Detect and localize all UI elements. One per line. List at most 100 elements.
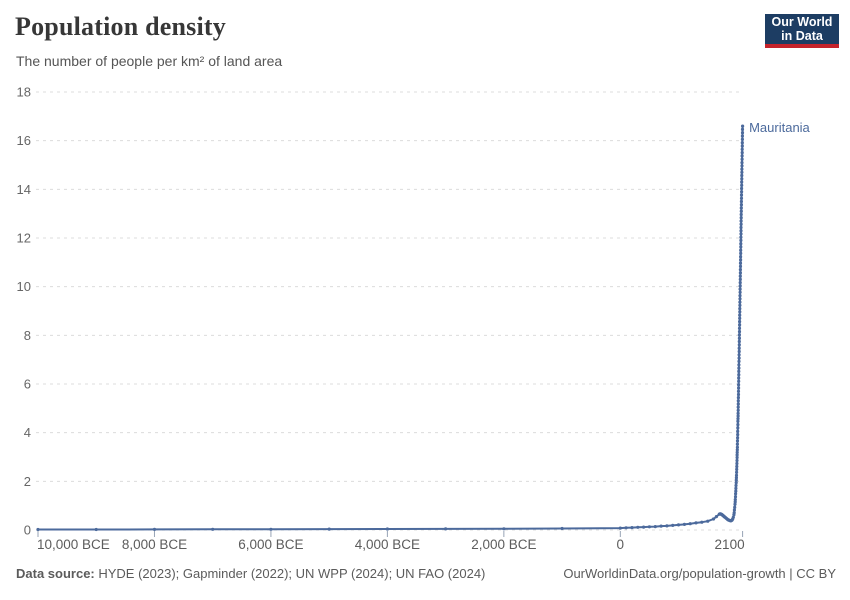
data-point xyxy=(731,515,735,519)
data-point xyxy=(152,527,157,532)
data-point xyxy=(738,323,742,327)
data-point xyxy=(737,326,742,330)
data-point xyxy=(736,402,740,406)
data-point xyxy=(740,137,745,141)
owid-logo[interactable]: Our World in Data xyxy=(765,14,839,48)
data-point xyxy=(642,525,646,529)
data-point xyxy=(735,461,739,466)
data-point xyxy=(740,180,744,184)
data-point xyxy=(740,190,744,194)
data-point xyxy=(738,264,743,268)
data-point xyxy=(736,436,740,440)
data-point xyxy=(740,157,744,161)
data-point xyxy=(739,196,744,200)
x-tick-label-8,000 BCE: 8,000 BCE xyxy=(122,537,187,552)
data-point xyxy=(736,426,740,430)
data-point xyxy=(737,366,741,370)
data-point xyxy=(738,307,742,311)
data-point xyxy=(736,419,740,423)
data-point xyxy=(740,154,744,158)
data-point xyxy=(740,183,744,187)
data-point xyxy=(676,523,681,527)
data-point xyxy=(738,294,742,298)
data-point xyxy=(737,339,741,344)
data-point xyxy=(739,203,744,207)
y-tick-label-10: 10 xyxy=(17,279,31,294)
data-point xyxy=(735,442,740,446)
data-point xyxy=(706,519,710,523)
data-point xyxy=(734,478,738,482)
data-point xyxy=(738,268,743,272)
data-point xyxy=(739,255,743,259)
data-point xyxy=(385,527,389,531)
data-point xyxy=(700,520,704,524)
data-point xyxy=(740,177,744,181)
x-tick-label-6,000 BCE: 6,000 BCE xyxy=(238,537,303,552)
data-point xyxy=(647,525,652,529)
data-point xyxy=(659,524,663,528)
chart-title: Population density xyxy=(15,12,226,41)
data-point xyxy=(740,147,744,151)
data-point xyxy=(739,248,743,252)
y-tick-label-6: 6 xyxy=(24,377,31,392)
data-point xyxy=(739,199,744,204)
data-point xyxy=(734,492,738,496)
data-source-label: Data source: xyxy=(16,566,95,581)
data-point xyxy=(740,134,745,138)
data-point xyxy=(624,526,628,530)
data-point xyxy=(682,522,687,527)
data-point xyxy=(738,297,742,301)
data-point xyxy=(734,473,739,477)
data-point xyxy=(733,495,738,499)
data-point xyxy=(738,271,743,275)
data-point xyxy=(735,448,739,452)
chart-footer: Data source: HYDE (2023); Gapminder (202… xyxy=(16,566,836,581)
credit-link[interactable]: OurWorldinData.org/population-growth | C… xyxy=(563,566,836,581)
data-point xyxy=(736,433,740,437)
data-point xyxy=(736,423,740,427)
data-point xyxy=(737,379,741,383)
data-point xyxy=(740,151,744,155)
data-point xyxy=(739,209,743,213)
data-point xyxy=(736,396,741,400)
data-point xyxy=(740,167,744,171)
y-tick-label-12: 12 xyxy=(17,231,31,246)
data-point xyxy=(734,481,738,485)
data-point xyxy=(560,526,564,531)
y-tick-label-8: 8 xyxy=(24,328,31,343)
data-point xyxy=(736,392,741,397)
data-point xyxy=(739,238,743,242)
data-point xyxy=(739,225,743,230)
data-point xyxy=(736,411,740,415)
data-point xyxy=(741,124,745,128)
data-point xyxy=(740,170,744,174)
data-point xyxy=(733,498,737,502)
data-point xyxy=(665,524,669,528)
data-point xyxy=(733,502,737,506)
data-point xyxy=(739,222,743,226)
data-point xyxy=(738,303,742,307)
data-point xyxy=(738,313,742,317)
data-point xyxy=(739,229,743,233)
data-point xyxy=(736,417,740,421)
data-point xyxy=(94,527,98,532)
data-line-mauritania xyxy=(37,125,744,531)
data-point xyxy=(739,242,743,246)
data-point xyxy=(502,527,506,531)
data-point xyxy=(738,316,742,320)
x-tick-label-10,000 BCE: 10,000 BCE xyxy=(37,537,110,552)
data-point xyxy=(211,527,215,531)
data-point xyxy=(737,376,741,380)
x-tick-label-0: 0 xyxy=(617,537,625,552)
data-point xyxy=(738,290,742,294)
data-point xyxy=(735,439,740,443)
data-point xyxy=(735,450,739,454)
data-point xyxy=(739,251,743,255)
data-point xyxy=(739,216,743,220)
data-point xyxy=(738,287,742,291)
data-point xyxy=(737,330,742,334)
data-point xyxy=(735,464,739,469)
data-point xyxy=(737,349,741,354)
